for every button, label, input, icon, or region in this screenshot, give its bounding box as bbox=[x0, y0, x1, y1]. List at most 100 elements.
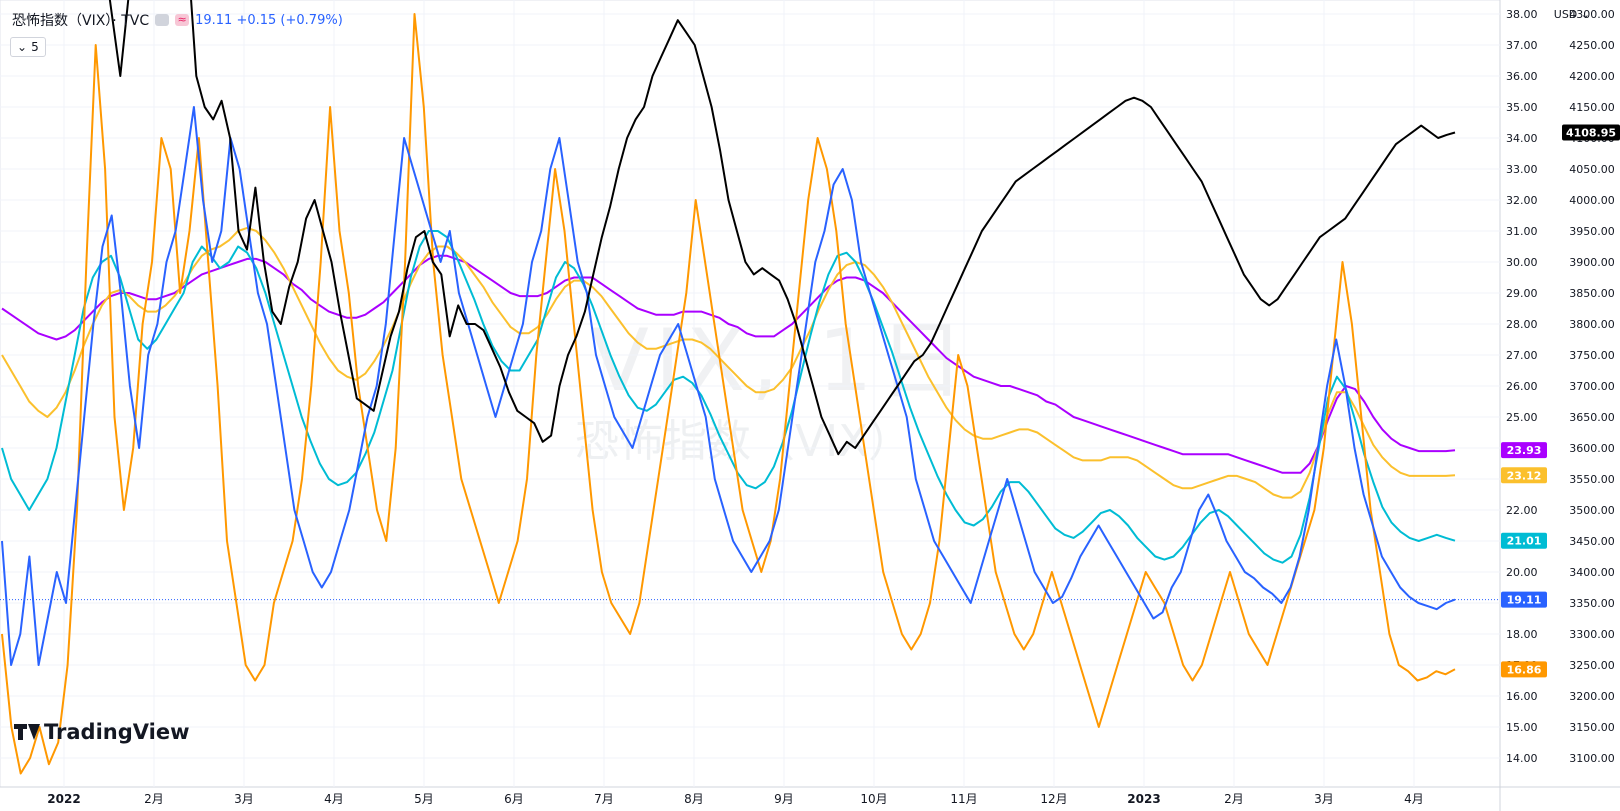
badge-bg-spx bbox=[1562, 124, 1620, 141]
spx-tick-label: 3700.00 bbox=[1569, 380, 1615, 393]
badge-label-vix: 19.11 bbox=[1507, 594, 1542, 607]
vix-tick-label: 29.00 bbox=[1506, 287, 1538, 300]
watermark-symbol: VIX, 1日 bbox=[590, 311, 971, 411]
logo-text: TradingView bbox=[44, 720, 190, 744]
spx-tick-label: 4250.00 bbox=[1569, 39, 1615, 52]
time-axis: 2022 2月 3月 4月 5月 6月 7月 8月 9月 10月 11月 12月 2023 2月 3月 4月 bbox=[47, 792, 1424, 806]
time-tick-label: 10月 bbox=[860, 792, 887, 806]
vix-tick-label: 26.00 bbox=[1506, 380, 1538, 393]
spx-tick-label: 4300.00 bbox=[1569, 8, 1615, 21]
time-tick-label: 3月 bbox=[1314, 792, 1334, 806]
series-line-spx bbox=[108, 0, 1456, 456]
spx-tick-label: 3200.00 bbox=[1569, 690, 1615, 703]
compare-icon[interactable]: ≈ bbox=[175, 14, 190, 26]
last-value-badges: 4108.95 19.11 21.01 23.12 23.93 16.86 bbox=[1501, 124, 1620, 678]
series-lines bbox=[1, 0, 1456, 775]
time-tick-label: 6月 bbox=[504, 792, 524, 806]
spx-tick-label: 4200.00 bbox=[1569, 70, 1615, 83]
time-tick-label: 12月 bbox=[1040, 792, 1067, 806]
spx-tick-label: 4150.00 bbox=[1569, 101, 1615, 114]
vix-tick-label: 30.00 bbox=[1506, 256, 1538, 269]
spx-tick-label: 4000.00 bbox=[1569, 194, 1615, 207]
tradingview-logo[interactable]: TradingView bbox=[14, 720, 189, 744]
time-tick-label: 2022 bbox=[47, 792, 80, 806]
badge-bg-vix bbox=[1501, 591, 1547, 608]
vix-tick-label: 35.00 bbox=[1506, 101, 1538, 114]
spx-tick-label: 3650.00 bbox=[1569, 411, 1615, 424]
badge-label-vix_ma3: 23.93 bbox=[1507, 444, 1542, 457]
spx-tick-label: 3400.00 bbox=[1569, 566, 1615, 579]
spx-tick-label: 3800.00 bbox=[1569, 318, 1615, 331]
interval-collapse-button[interactable]: ⌄ 5 bbox=[10, 37, 46, 57]
spx-tick-label: 3600.00 bbox=[1569, 442, 1615, 455]
badge-label-spx: 4108.95 bbox=[1566, 126, 1616, 139]
vix-tick-label: 37.00 bbox=[1506, 39, 1538, 52]
time-tick-label: 4月 bbox=[324, 792, 344, 806]
badge-bg-vix_ma2 bbox=[1501, 467, 1547, 484]
spx-tick-label: 3850.00 bbox=[1569, 287, 1615, 300]
vix-tick-label: 27.00 bbox=[1506, 349, 1538, 362]
badge-label-vix_ma2: 23.12 bbox=[1507, 469, 1542, 482]
interval-label: 5 bbox=[31, 40, 39, 54]
spx-tick-label: 3550.00 bbox=[1569, 473, 1615, 486]
tradingview-logo-icon bbox=[14, 724, 40, 740]
badge-bg-vix_ma4 bbox=[1501, 661, 1547, 678]
visibility-toggle-icon[interactable] bbox=[155, 14, 170, 26]
spx-tick-label: 4050.00 bbox=[1569, 163, 1615, 176]
spx-tick-label: 3750.00 bbox=[1569, 349, 1615, 362]
badge-bg-vix_ma3 bbox=[1501, 442, 1547, 459]
time-tick-label: 11月 bbox=[950, 792, 977, 806]
time-tick-label: 7月 bbox=[594, 792, 614, 806]
currency-selector[interactable]: USD ⌄ bbox=[1553, 8, 1590, 21]
spx-tick-label: 3900.00 bbox=[1569, 256, 1615, 269]
spx-tick-label: 3250.00 bbox=[1569, 659, 1615, 672]
vix-tick-label: 15.00 bbox=[1506, 721, 1538, 734]
series-line-vix bbox=[1, 106, 1456, 666]
vix-tick-label: 28.00 bbox=[1506, 318, 1538, 331]
badge-bg-vix_ma1 bbox=[1501, 532, 1547, 549]
vix-tick-label: 22.00 bbox=[1506, 504, 1538, 517]
last-value: 19.11 +0.15 (+0.79%) bbox=[195, 12, 343, 28]
vix-tick-label: 36.00 bbox=[1506, 70, 1538, 83]
badge-label-vix_ma1: 21.01 bbox=[1507, 535, 1542, 548]
time-tick-label: 2月 bbox=[1224, 792, 1244, 806]
vix-tick-label: 20.00 bbox=[1506, 566, 1538, 579]
badge-label-vix_ma4: 16.86 bbox=[1507, 663, 1542, 676]
watermark-name: 恐怖指数（VIX） bbox=[575, 416, 913, 467]
spx-tick-label: 3100.00 bbox=[1569, 752, 1615, 765]
currency-label: USD bbox=[1553, 8, 1578, 21]
chevron-down-icon: ⌄ bbox=[17, 40, 28, 54]
price-axis: 14.0015.0016.0017.0018.0019.0020.0021.00… bbox=[1506, 8, 1615, 765]
time-tick-label: 5月 bbox=[414, 792, 434, 806]
series-line-vix_ma4 bbox=[1, 13, 1456, 775]
vix-tick-label: 16.00 bbox=[1506, 690, 1538, 703]
spx-tick-label: 3950.00 bbox=[1569, 225, 1615, 238]
series-line-vix_ma3 bbox=[1, 254, 1456, 474]
vix-tick-label: 33.00 bbox=[1506, 163, 1538, 176]
symbol-title[interactable]: 恐怖指数（VIX）· TVC bbox=[12, 13, 150, 29]
time-tick-label: 2023 bbox=[1127, 792, 1160, 806]
series-line-vix_ma1 bbox=[1, 230, 1456, 564]
vix-tick-label: 14.00 bbox=[1506, 752, 1538, 765]
time-tick-label: 3月 bbox=[234, 792, 254, 806]
time-tick-label: 9月 bbox=[774, 792, 794, 806]
spx-tick-label: 3500.00 bbox=[1569, 504, 1615, 517]
time-tick-label: 2月 bbox=[144, 792, 164, 806]
spx-tick-label: 3350.00 bbox=[1569, 597, 1615, 610]
vix-tick-label: 32.00 bbox=[1506, 194, 1538, 207]
vix-tick-label: 31.00 bbox=[1506, 225, 1538, 238]
time-tick-label: 4月 bbox=[1404, 792, 1424, 806]
vix-tick-label: 38.00 bbox=[1506, 8, 1538, 21]
series-line-vix_ma2 bbox=[1, 226, 1456, 499]
vix-tick-label: 34.00 bbox=[1506, 132, 1538, 145]
spx-tick-label: 3150.00 bbox=[1569, 721, 1615, 734]
spx-tick-label: 3450.00 bbox=[1569, 535, 1615, 548]
vix-tick-label: 25.00 bbox=[1506, 411, 1538, 424]
vix-tick-label: 18.00 bbox=[1506, 628, 1538, 641]
time-tick-label: 8月 bbox=[684, 792, 704, 806]
legend[interactable]: 恐怖指数（VIX）· TVC ≈ 19.11 +0.15 (+0.79%) bbox=[12, 10, 343, 30]
spx-tick-label: 3300.00 bbox=[1569, 628, 1615, 641]
